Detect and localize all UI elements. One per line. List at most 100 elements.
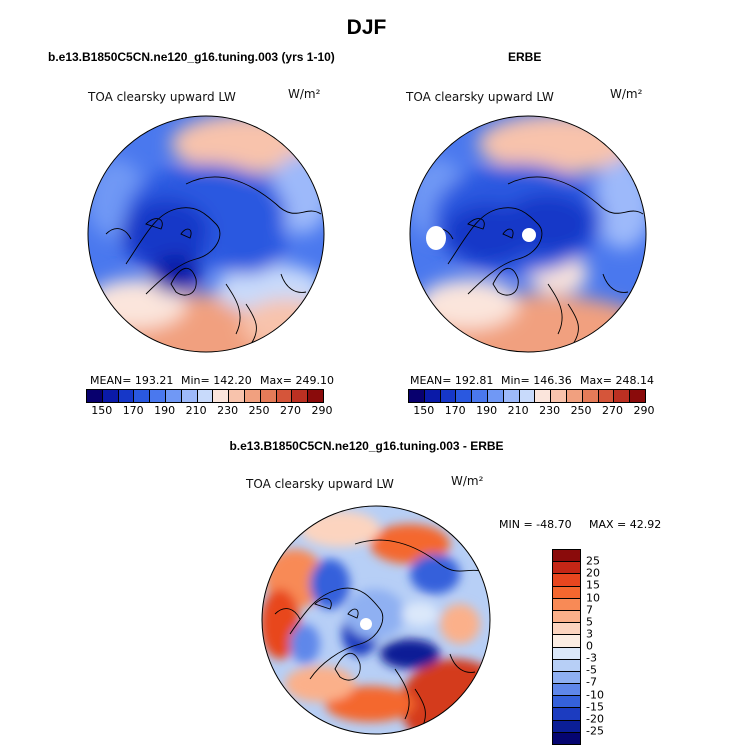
panel1-min: Min= 142.20 — [181, 374, 252, 387]
colorbar-swatch — [553, 708, 580, 721]
colorbar-tick-label: 0 — [586, 639, 593, 653]
colorbar-swatch — [440, 390, 457, 402]
panel3-units: W/m² — [451, 474, 484, 488]
colorbar-tick-label: 270 — [280, 404, 302, 417]
panel1-max: Max= 249.10 — [260, 374, 334, 387]
colorbar-tick-label: 190 — [154, 404, 176, 417]
panel2-map — [409, 115, 647, 353]
colorbar-swatch — [553, 598, 580, 611]
colorbar-tick-label: 270 — [602, 404, 624, 417]
panel1-units: W/m² — [288, 87, 321, 101]
colorbar-swatch — [553, 684, 580, 697]
panel2-units: W/m² — [610, 87, 643, 101]
colorbar-swatch — [553, 574, 580, 587]
colorbar-tick-label: 250 — [248, 404, 270, 417]
colorbar-swatch — [181, 390, 198, 402]
panel3-map — [261, 505, 491, 735]
colorbar-swatch — [409, 390, 425, 402]
colorbar-tick-label: 25 — [586, 554, 600, 568]
colorbar-swatch — [165, 390, 182, 402]
colorbar-swatch — [276, 390, 293, 402]
colorbar-tick-label: -15 — [586, 700, 604, 714]
colorbar-tick-label: 15 — [586, 578, 600, 592]
colorbar-swatch — [614, 390, 631, 402]
colorbar-swatch — [598, 390, 615, 402]
panel3-max: MAX = 42.92 — [589, 518, 662, 531]
panel3-variable: TOA clearsky upward LW — [246, 477, 394, 491]
colorbar-swatch — [553, 671, 580, 685]
colorbar-tick-label: 150 — [91, 404, 113, 417]
colorbar-swatch — [553, 623, 580, 636]
colorbar-swatch — [134, 390, 151, 402]
colorbar-tick-label: 230 — [539, 404, 561, 417]
colorbar-tick-label: -3 — [586, 651, 597, 665]
colorbar-swatch — [535, 390, 552, 402]
colorbar-swatch — [456, 390, 473, 402]
colorbar-swatch — [487, 390, 504, 402]
panel1-title: b.e13.B1850C5CN.ne120_g16.tuning.003 (yr… — [48, 50, 335, 64]
colorbar-tick-label: 290 — [311, 404, 333, 417]
colorbar-tick-label: 20 — [586, 566, 600, 580]
colorbar-swatch — [582, 390, 599, 402]
panel1-mean: MEAN= 193.21 — [90, 374, 174, 387]
colorbar-swatch — [292, 390, 309, 402]
colorbar-swatch — [213, 390, 230, 402]
colorbar-swatch — [424, 390, 441, 402]
colorbar-swatch — [102, 390, 119, 402]
colorbar-swatch — [503, 390, 520, 402]
colorbar-tick-label: 290 — [633, 404, 655, 417]
colorbar-tick-label: -25 — [586, 724, 604, 738]
panel3-min: MIN = -48.70 — [499, 518, 572, 531]
colorbar-swatch — [553, 732, 580, 744]
panel1-map — [87, 115, 325, 353]
colorbar-tick-label: 5 — [586, 615, 593, 629]
colorbar-tick-label: 150 — [413, 404, 435, 417]
colorbar-swatch — [244, 390, 261, 402]
colorbar-swatch — [472, 390, 488, 402]
colorbar-swatch — [229, 390, 245, 402]
colorbar-swatch — [553, 720, 580, 733]
colorbar-swatch — [630, 390, 645, 402]
panel2-colorbar-ticks: 150 170 190 210 230 250 270 290 — [408, 404, 654, 418]
colorbar-swatch — [118, 390, 135, 402]
colorbar-tick-label: -5 — [586, 663, 597, 677]
panel3-colorbar-ticks: 25 20 15 10 7 5 3 0 -3 -5 -7 -10 -15 -20 -25 — [586, 549, 626, 743]
panel2-variable: TOA clearsky upward LW — [406, 90, 554, 104]
panel3-title: b.e13.B1850C5CN.ne120_g16.tuning.003 - E… — [229, 439, 504, 453]
colorbar-swatch — [553, 562, 580, 575]
colorbar-tick-label: -20 — [586, 712, 604, 726]
colorbar-tick-label: -7 — [586, 675, 597, 689]
panel2-max: Max= 248.14 — [580, 374, 654, 387]
colorbar-swatch — [553, 610, 580, 624]
panel2-title: ERBE — [508, 50, 542, 64]
colorbar-swatch — [260, 390, 277, 402]
colorbar-tick-label: 10 — [586, 591, 600, 604]
colorbar-tick-label: 210 — [507, 404, 529, 417]
colorbar-swatch — [553, 586, 580, 599]
colorbar-swatch — [197, 390, 214, 402]
colorbar-swatch — [551, 390, 567, 402]
colorbar-swatch — [553, 659, 580, 672]
colorbar-swatch — [553, 635, 580, 648]
colorbar-swatch — [87, 390, 103, 402]
panel2-mean: MEAN= 192.81 — [410, 374, 494, 387]
colorbar-tick-label: 3 — [586, 627, 593, 641]
colorbar-tick-label: 7 — [586, 603, 593, 617]
colorbar-tick-label: 190 — [476, 404, 498, 417]
colorbar-swatch — [566, 390, 583, 402]
colorbar-swatch — [519, 390, 536, 402]
colorbar-tick-label: 250 — [570, 404, 592, 417]
colorbar-swatch — [150, 390, 166, 402]
colorbar-swatch — [553, 647, 580, 660]
panel2-colorbar — [408, 389, 646, 403]
colorbar-tick-label: -10 — [586, 688, 604, 701]
colorbar-swatch — [553, 550, 580, 563]
figure-title: DJF — [346, 16, 387, 39]
panel1-variable: TOA clearsky upward LW — [88, 90, 236, 104]
panel2-min: Min= 146.36 — [501, 374, 572, 387]
colorbar-tick-label: 170 — [444, 404, 466, 417]
panel3-colorbar — [552, 549, 581, 745]
colorbar-swatch — [553, 696, 580, 709]
colorbar-swatch — [308, 390, 323, 402]
colorbar-tick-label: 210 — [185, 404, 207, 417]
